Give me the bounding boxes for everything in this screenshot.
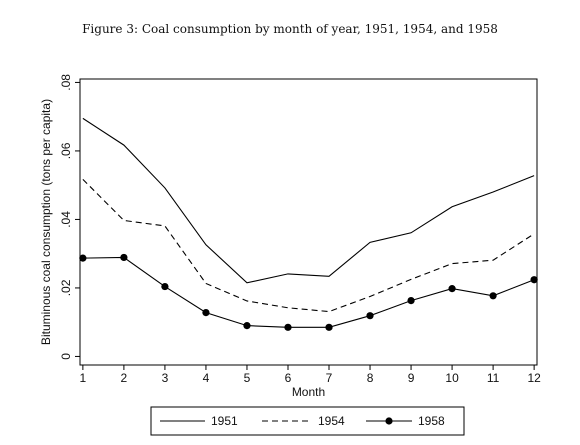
series-line-1954 <box>82 178 535 313</box>
plot-frame <box>79 78 538 366</box>
y-tick-label-1: .02 <box>59 279 73 296</box>
series-point-1958-5 <box>243 322 251 330</box>
x-tick-label-12: 12 <box>527 371 541 385</box>
series-point-1958-7 <box>325 323 333 331</box>
y-tick-label-4: .08 <box>59 74 73 91</box>
x-tick-label-8: 8 <box>367 371 374 385</box>
x-tick-label-11: 11 <box>487 371 500 385</box>
legend-label-1954: 1954 <box>318 414 345 428</box>
series-point-1958-4 <box>202 308 210 317</box>
series-line-1951 <box>82 117 535 284</box>
x-tick-label-9: 9 <box>408 371 415 385</box>
x-tick-label-10: 10 <box>445 371 459 385</box>
figure-title: Figure 3: Coal consumption by month of y… <box>82 22 498 36</box>
y-tick-label-3: .06 <box>59 142 73 159</box>
y-tick-label-2: .04 <box>59 211 73 228</box>
series-point-1958-12 <box>530 276 538 284</box>
series-point-1958-6 <box>284 323 292 331</box>
legend-label-1951: 1951 <box>211 414 238 428</box>
series-point-1958-11 <box>489 292 497 300</box>
x-tick-label-4: 4 <box>203 371 210 385</box>
y-axis-title: Bituminous coal consumption (tons per ca… <box>39 99 53 345</box>
x-tick-label-1: 1 <box>80 371 87 385</box>
series-point-1958-1 <box>79 254 87 262</box>
series-point-1958-8 <box>366 312 374 320</box>
series-point-1958-3 <box>161 282 169 291</box>
series-point-1958-9 <box>407 297 415 305</box>
x-tick-label-3: 3 <box>162 371 169 385</box>
series-line-1958 <box>82 256 535 328</box>
x-axis-title: Month <box>292 385 325 399</box>
series-point-1958-10 <box>448 285 456 293</box>
x-tick-label-6: 6 <box>285 371 292 385</box>
x-tick-label-5: 5 <box>244 371 251 385</box>
x-tick-label-7: 7 <box>326 371 333 385</box>
legend-label-1958: 1958 <box>418 414 445 428</box>
x-tick-label-2: 2 <box>121 371 128 385</box>
y-tick-label-0: 0 <box>59 353 73 360</box>
series-point-1958-2 <box>120 253 128 262</box>
legend-marker-1958 <box>385 417 393 425</box>
